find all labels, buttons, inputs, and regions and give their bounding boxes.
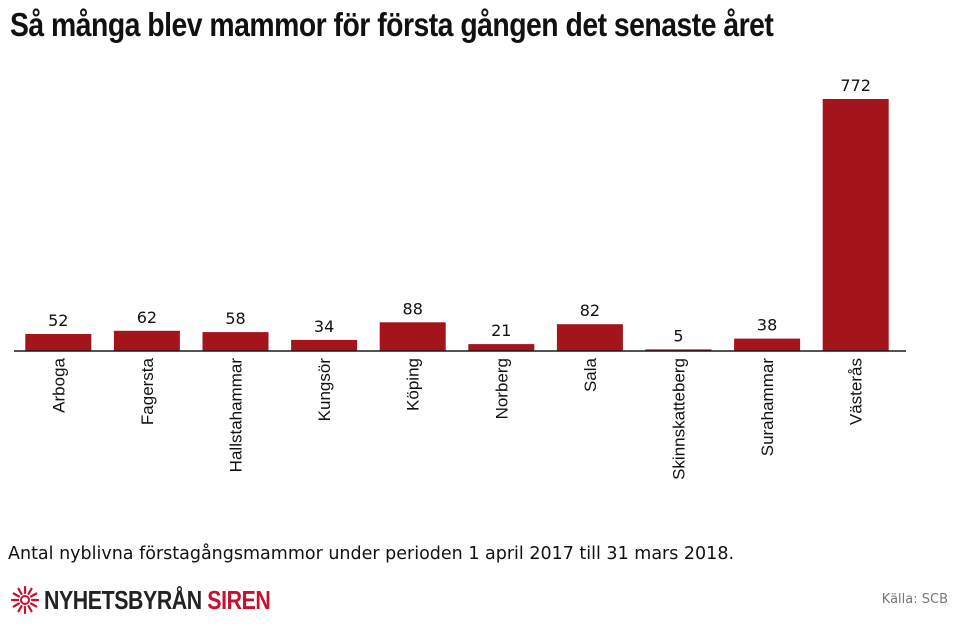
value-label-norberg: 21 (491, 321, 511, 340)
value-label-sala: 82 (580, 301, 600, 320)
category-label-hallstahammar: Hallstahammar (227, 358, 246, 473)
value-label-skinnskatteberg: 5 (673, 326, 683, 345)
value-label-köping: 88 (403, 299, 423, 318)
category-label-skinnskatteberg: Skinnskatteberg (670, 358, 689, 480)
bar-skinnskatteberg (645, 349, 712, 351)
bar-västerås (822, 99, 889, 351)
value-label-surahammar: 38 (757, 316, 777, 335)
bar-köping (379, 322, 446, 351)
bar-kungsör (291, 339, 358, 351)
category-label-kungsör: Kungsör (315, 358, 334, 422)
category-label-västerås: Västerås (847, 358, 866, 425)
value-label-västerås: 772 (840, 76, 871, 95)
brand-name: NYHETSBYRÅN SIREN (44, 584, 271, 616)
category-label-fagersta: Fagersta (138, 357, 157, 425)
chart-note: Antal nyblivna förstagångsmammor under p… (8, 544, 735, 564)
bar-chart: 52 62 58 34 88 21 82 5 38 772 Arboga Fagersta Halls… (14, 76, 906, 480)
sunburst-icon (10, 585, 40, 615)
brand-logo: NYHETSBYRÅN SIREN (10, 584, 320, 616)
bar-surahammar (734, 338, 801, 351)
source-label: Källa: SCB (881, 592, 948, 607)
value-label-arboga: 52 (48, 311, 68, 330)
value-label-fagersta: 62 (137, 308, 157, 327)
category-label-sala: Sala (581, 357, 600, 392)
value-labels-group: 52 62 58 34 88 21 82 5 38 772 (48, 76, 871, 345)
bar-fagersta (113, 330, 180, 351)
category-label-köping: Köping (404, 358, 423, 411)
brand-name-part2: SIREN (207, 584, 271, 615)
bars-group (25, 99, 889, 351)
category-label-surahammar: Surahammar (758, 358, 777, 457)
value-label-kungsör: 34 (314, 317, 334, 336)
value-label-hallstahammar: 58 (225, 309, 245, 328)
category-label-arboga: Arboga (49, 357, 68, 412)
bar-arboga (25, 334, 92, 351)
chart-title: Så många blev mammor för första gången d… (10, 6, 774, 43)
bar-hallstahammar (202, 332, 269, 351)
brand-name-part1: NYHETSBYRÅN (44, 584, 202, 615)
bar-norberg (468, 344, 535, 351)
category-label-norberg: Norberg (492, 358, 511, 419)
category-labels-group: Arboga Fagersta Hallstahammar Kungsör Köping… (49, 357, 865, 479)
bar-sala (556, 324, 623, 351)
